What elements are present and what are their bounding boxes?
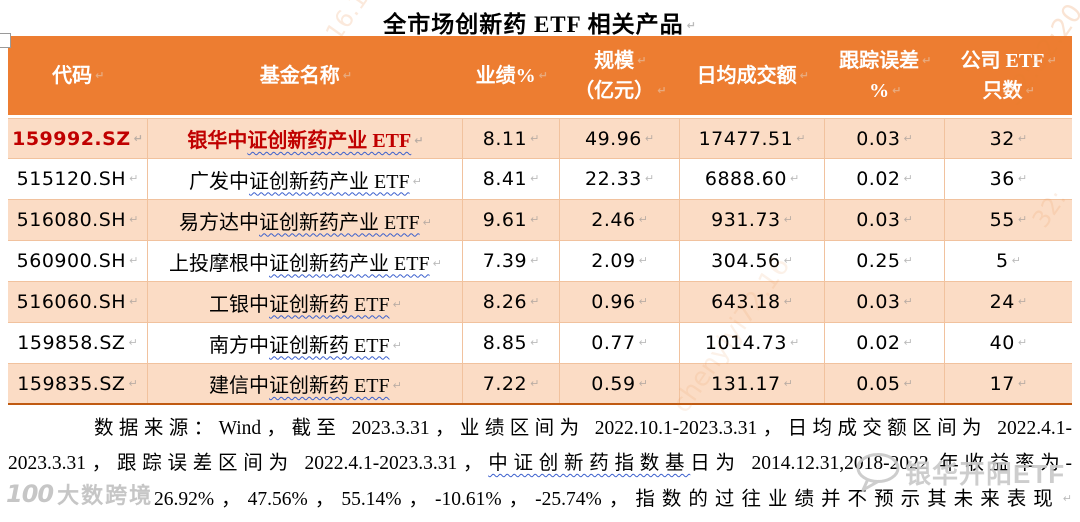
etf-count-value: 17: [945, 364, 1072, 403]
fund-name: 建信中证创新药 ETF: [148, 364, 464, 403]
scale-value: 2.46: [560, 200, 681, 240]
scale-value: 0.96: [560, 282, 681, 322]
scale-value: 49.96: [560, 119, 681, 158]
page-title: 全市场创新药 ETF 相关产品: [0, 0, 1080, 37]
scale-value: 22.33: [560, 159, 681, 199]
etf-count-value: 32: [945, 119, 1072, 158]
table-move-handle[interactable]: [0, 33, 11, 48]
note-line-3: 26.92%，47.56%，55.14%，-10.61%，-25.74%，指数的…: [8, 481, 1072, 517]
table-row-yinhua: 159992.SZ 银华中证创新药产业 ETF 8.11 49.96 17477…: [8, 118, 1072, 159]
scale-value: 0.59: [560, 364, 681, 403]
header-code: 代码: [8, 36, 148, 115]
table-row-jianxin: 159835.SZ 建信中证创新药 ETF 7.22 0.59 131.17 0…: [8, 364, 1072, 405]
turnover-value: 131.17: [680, 364, 826, 403]
header-performance: 业绩%: [463, 36, 560, 115]
tracking-error-value: 0.02: [825, 159, 946, 199]
table-header-row: 代码 基金名称 业绩% 规模（亿元） 日均成交额 跟踪误差% 公司 ETF只数: [8, 36, 1072, 115]
fund-code: 515120.SH: [8, 159, 149, 199]
turnover-value: 304.56: [680, 241, 826, 281]
data-source-note: 数据来源：Wind，截至 2023.3.31，业绩区间为 2022.10.1-2…: [8, 411, 1072, 517]
table-row-shangtoumogen: 560900.SH 上投摩根中证创新药产业 ETF 7.39 2.09 304.…: [8, 241, 1072, 282]
fund-code: 560900.SH: [8, 241, 149, 281]
fund-name: 工银中证创新药 ETF: [148, 282, 464, 322]
tracking-error-value: 0.03: [825, 119, 946, 158]
header-turnover: 日均成交额: [680, 36, 825, 115]
fund-name: 南方中证创新药 ETF: [148, 323, 464, 363]
table-row-nanfang: 159858.SZ 南方中证创新药 ETF 8.85 0.77 1014.73 …: [8, 323, 1072, 364]
table-row-efangda: 516080.SH 易方达中证创新药产业 ETF 9.61 2.46 931.7…: [8, 200, 1072, 241]
fund-code: 516060.SH: [8, 282, 149, 322]
header-company-etf-count: 公司 ETF只数: [945, 36, 1072, 115]
note-line-2: 2023.3.31，跟踪误差区间为 2022.4.1-2023.3.31，中证创…: [8, 453, 1072, 474]
header-scale: 规模（亿元）: [560, 36, 680, 115]
table-row-guangfa: 515120.SH 广发中证创新药产业 ETF 8.41 22.33 6888.…: [8, 159, 1072, 200]
etf-count-value: 24: [945, 282, 1072, 322]
turnover-value: 1014.73: [680, 323, 826, 363]
tracking-error-value: 0.05: [825, 364, 946, 403]
header-tracking-error: 跟踪误差%: [825, 36, 945, 115]
etf-count-value: 36: [945, 159, 1072, 199]
table-row-gongyin: 516060.SH 工银中证创新药 ETF 8.26 0.96 643.18 0…: [8, 282, 1072, 323]
performance-value: 7.22: [463, 364, 561, 403]
etf-count-value: 5: [945, 241, 1072, 281]
performance-value: 9.61: [463, 200, 561, 240]
note-line-1: 数据来源：Wind，截至 2023.3.31，业绩区间为 2022.10.1-2…: [94, 418, 1072, 439]
performance-value: 8.11: [463, 119, 561, 158]
scale-value: 0.77: [560, 323, 681, 363]
turnover-value: 6888.60: [680, 159, 826, 199]
tracking-error-value: 0.25: [825, 241, 946, 281]
tracking-error-value: 0.03: [825, 200, 946, 240]
fund-name: 广发中证创新药产业 ETF: [148, 159, 464, 199]
fund-name: 上投摩根中证创新药产业 ETF: [148, 241, 464, 281]
turnover-value: 17477.51: [680, 119, 826, 158]
fund-code: 159992.SZ: [8, 119, 149, 158]
fund-name: 易方达中证创新药产业 ETF: [148, 200, 464, 240]
tracking-error-value: 0.02: [825, 323, 946, 363]
fund-code: 159835.SZ: [8, 364, 149, 403]
performance-value: 7.39: [463, 241, 561, 281]
performance-value: 8.41: [463, 159, 561, 199]
scale-value: 2.09: [560, 241, 681, 281]
performance-value: 8.85: [463, 323, 561, 363]
fund-code: 516080.SH: [8, 200, 149, 240]
fund-name: 银华中证创新药产业 ETF: [148, 119, 464, 158]
header-fund-name: 基金名称: [148, 36, 463, 115]
performance-value: 8.26: [463, 282, 561, 322]
etf-count-value: 55: [945, 200, 1072, 240]
turnover-value: 643.18: [680, 282, 826, 322]
turnover-value: 931.73: [680, 200, 826, 240]
fund-code: 159858.SZ: [8, 323, 149, 363]
tracking-error-value: 0.03: [825, 282, 946, 322]
etf-count-value: 40: [945, 323, 1072, 363]
etf-table: 代码 基金名称 业绩% 规模（亿元） 日均成交额 跟踪误差% 公司 ETF只数 …: [8, 36, 1072, 405]
